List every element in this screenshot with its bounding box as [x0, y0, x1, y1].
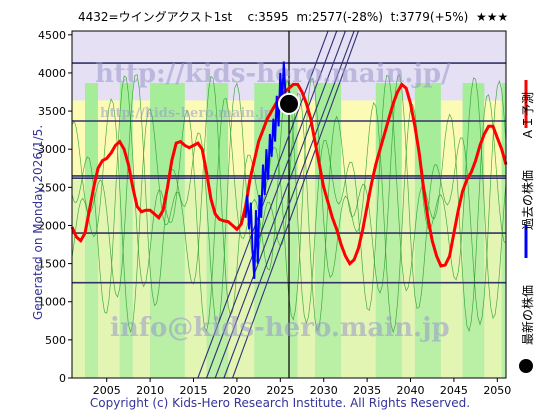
- y-tick-label-3: 1500: [38, 258, 66, 271]
- min-price: m:2577(-28%): [296, 10, 383, 24]
- x-tick-label-0: 2005: [93, 384, 121, 397]
- series-layer: [70, 61, 508, 279]
- latest-price-point: [278, 92, 300, 115]
- legend-swatches: [519, 80, 533, 373]
- axes: 0 500 1000 1500 2000 2500 3000 3500 4000 4500 2005…: [38, 29, 511, 397]
- current-price: c:3595: [247, 10, 289, 24]
- copyright: Copyright (c) Kids-Hero Research Institu…: [89, 396, 471, 410]
- trend-line-2: [214, 30, 346, 379]
- x-tick-label-8: 2045: [440, 384, 468, 397]
- ticker-name: 4432=ウイングアクスト1st: [78, 10, 233, 24]
- y-tick-label-8: 4000: [38, 67, 66, 80]
- trend-line-4: [232, 30, 359, 379]
- y-tick-label-4: 2000: [38, 219, 66, 232]
- forecast-bands: [72, 83, 506, 379]
- ai-forecast-line: [70, 82, 508, 268]
- y-tick-label-2: 1000: [38, 296, 66, 309]
- y-tick-label-6: 3000: [38, 143, 66, 156]
- x-tick-label-9: 2050: [483, 384, 511, 397]
- x-tick-label-4: 2025: [266, 384, 294, 397]
- trend-line-1: [206, 30, 338, 379]
- watermark-0: http://kids-hero.main.jp/: [95, 59, 451, 89]
- rating-stars: ★★★: [476, 10, 509, 24]
- x-tick-label-3: 2020: [223, 384, 251, 397]
- legend-latest-label: 最新の株価: [521, 284, 535, 345]
- x-tick-label-7: 2040: [397, 384, 425, 397]
- y-tick-label-5: 2500: [38, 181, 66, 194]
- chart-header: 4432=ウイングアクスト1st c:3595 m:2577(-28%) t:3…: [78, 8, 508, 25]
- x-tick-label-1: 2010: [136, 384, 164, 397]
- x-tick-label-6: 2035: [353, 384, 381, 397]
- y-tick-label-0: 0: [59, 372, 66, 385]
- target-price: t:3779(+5%): [390, 10, 469, 24]
- generated-date: Generated on Monday 2026/1/5.: [31, 124, 45, 320]
- plot-frame: [71, 30, 507, 379]
- y-tick-label-1: 500: [45, 334, 66, 347]
- legend-past-label: 過去の株価: [521, 169, 535, 230]
- x-tick-label-5: 2030: [310, 384, 338, 397]
- trend-line-0: [197, 30, 329, 379]
- trend-line-3: [223, 30, 355, 379]
- watermark-2: info@kids-hero.main.jp: [110, 313, 450, 343]
- y-tick-label-7: 3500: [38, 105, 66, 118]
- legend-latest-swatch: [519, 359, 533, 373]
- trend-lines: [197, 30, 359, 379]
- watermark-1: http://kids-hero.main.jp/: [100, 106, 278, 121]
- y-tick-label-9: 4500: [38, 29, 66, 42]
- legend-ai-label: ＡＩ予測: [521, 91, 535, 140]
- x-tick-label-2: 2015: [180, 384, 208, 397]
- watermarks: http://kids-hero.main.jp/http://kids-her…: [95, 59, 451, 343]
